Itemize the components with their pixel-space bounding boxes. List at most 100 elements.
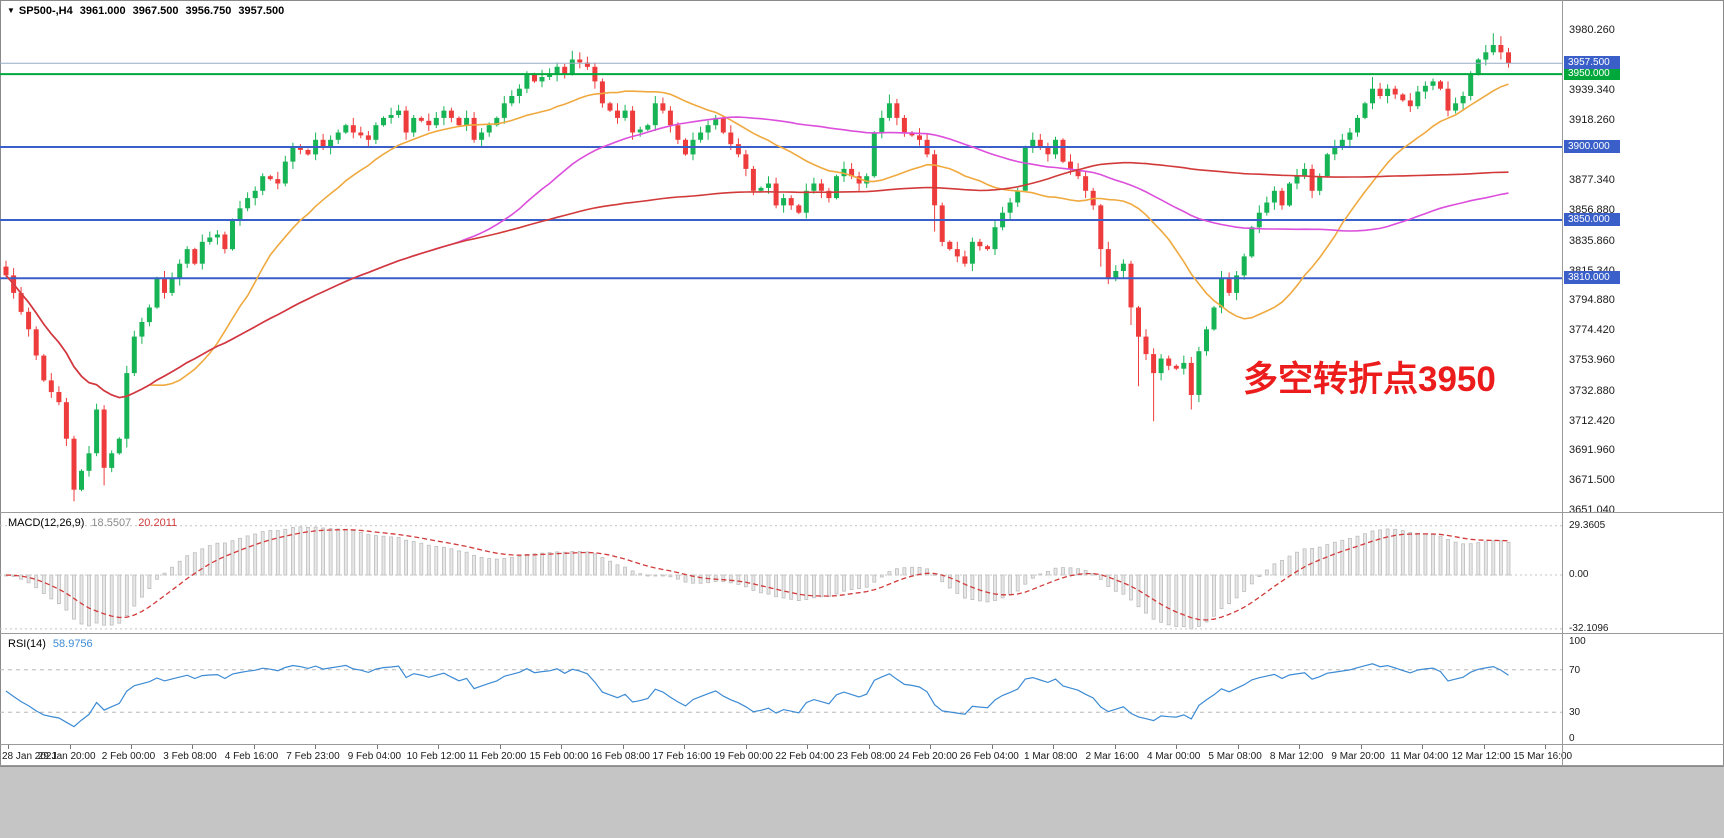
- time-axis-label: 10 Feb 12:00: [406, 751, 466, 762]
- time-axis-label: 4 Feb 16:00: [224, 751, 279, 762]
- time-axis-tick: [438, 745, 440, 749]
- panel-separator[interactable]: [0, 633, 1724, 634]
- time-axis-tick: [499, 745, 501, 749]
- price-level-badge: 3950.000: [1564, 67, 1620, 81]
- time-axis-label: 23 Feb 08:00: [836, 751, 896, 762]
- time-axis-label: 12 Mar 12:00: [1451, 751, 1511, 762]
- price-axis-label: 3835.860: [1569, 234, 1615, 247]
- time-axis-tick: [1053, 745, 1055, 749]
- price-axis-label: 3671.500: [1569, 474, 1615, 487]
- time-axis-tick: [991, 745, 993, 749]
- rsi-axis-label: 0: [1569, 733, 1575, 744]
- macd-histogram-layer: [4, 526, 1511, 630]
- time-axis-label: 1 Mar 08:00: [1024, 751, 1078, 762]
- time-axis-tick: [69, 745, 71, 749]
- time-axis-label: 9 Mar 20:00: [1331, 751, 1385, 762]
- rsi-levels-layer: [0, 669, 1562, 713]
- price-chart-canvas[interactable]: [0, 0, 1724, 513]
- time-axis-tick: [1299, 745, 1301, 749]
- time-axis-label: 2 Mar 16:00: [1085, 751, 1139, 762]
- macd-main-value: 18.5507: [91, 517, 132, 529]
- time-axis-tick: [868, 745, 870, 749]
- time-axis-tick: [684, 745, 686, 749]
- price-axis-label: 3794.880: [1569, 294, 1615, 307]
- macd-indicator-header: MACD(12,26,9) 18.5507 20.2011: [8, 517, 177, 529]
- price-axis-label: 3712.420: [1569, 414, 1615, 427]
- price-level-badge: 3900.000: [1564, 140, 1620, 153]
- current-price-badge: 3957.500: [1564, 56, 1620, 70]
- macd-axis-label: 29.3605: [1569, 519, 1606, 531]
- time-axis-tick: [930, 745, 932, 749]
- bottom-strip: [0, 766, 1724, 838]
- time-axis-label: 15 Feb 00:00: [529, 751, 589, 762]
- time-axis-tick: [1176, 745, 1178, 749]
- time-axis-label: 26 Feb 04:00: [959, 751, 1019, 762]
- time-axis-label: 24 Feb 20:00: [898, 751, 958, 762]
- macd-axis-label: 0.00: [1569, 569, 1589, 580]
- rsi-panel-canvas[interactable]: [0, 634, 1724, 744]
- time-axis-tick: [253, 745, 255, 749]
- ohlc-open: 3961.000: [79, 5, 126, 17]
- price-axis-label: 3774.420: [1569, 324, 1615, 337]
- price-axis-label: 3980.260: [1569, 24, 1615, 36]
- symbol-info: ▼ SP500-,H4 3961.000 3967.500 3956.750 3957.5…: [7, 5, 291, 17]
- price-axis-label: 3856.880: [1569, 203, 1615, 216]
- ohlc-low: 3956.750: [185, 5, 232, 17]
- price-axis-label: 3651.040: [1569, 504, 1615, 517]
- price-axis-label: 3918.260: [1569, 114, 1615, 127]
- macd-panel-canvas[interactable]: [0, 513, 1724, 633]
- price-axis-border: [1562, 0, 1563, 766]
- time-axis-tick: [8, 745, 9, 749]
- macd-axis-label: -32.1096: [1569, 622, 1609, 634]
- time-axis-label: 3 Feb 08:00: [163, 751, 217, 762]
- symbol-timeframe: SP500-,H4: [18, 5, 73, 17]
- price-axis-label: 3732.880: [1569, 384, 1615, 397]
- time-axis-tick: [315, 745, 317, 749]
- time-axis-tick: [1237, 745, 1239, 749]
- time-axis-tick: [561, 745, 563, 749]
- time-axis-label: 19 Feb 00:00: [714, 751, 773, 762]
- macd-signal-line: [5, 529, 1509, 621]
- time-axis-tick: [622, 745, 624, 749]
- macd-signal-value: 20.2011: [138, 517, 178, 529]
- rsi-value: 58.9756: [52, 638, 93, 650]
- price-axis-label: 3753.960: [1569, 354, 1615, 366]
- rsi-indicator-header: RSI(14) 58.9756: [8, 638, 93, 650]
- panel-separator[interactable]: [0, 744, 1724, 745]
- macd-indicator-label: MACD(12,26,9): [8, 517, 85, 529]
- time-axis-tick: [1545, 745, 1546, 749]
- price-axis[interactable]: 3980.260 3939.340 3918.260 3877.340 3856.880…: [1563, 0, 1724, 766]
- ma-slow-line: [5, 161, 1509, 399]
- price-axis-label: 3877.340: [1569, 174, 1615, 187]
- macd-grid-layer: [0, 525, 1562, 630]
- panel-separator[interactable]: [0, 512, 1724, 513]
- rsi-axis-label: 70: [1569, 664, 1581, 676]
- symbol-dropdown-icon[interactable]: ▼: [7, 6, 15, 15]
- price-level-badge: 3810.000: [1564, 271, 1620, 285]
- candles-layer: [3, 33, 1511, 502]
- time-axis-label: 9 Feb 04:00: [347, 751, 402, 762]
- time-axis-label: 22 Feb 04:00: [775, 751, 835, 762]
- time-axis-tick: [192, 745, 194, 749]
- price-axis-label: 3939.340: [1569, 83, 1615, 96]
- time-axis-label: 2 Feb 00:00: [101, 751, 156, 762]
- time-axis-tick: [1483, 745, 1485, 749]
- time-axis-tick: [131, 745, 132, 749]
- time-axis-tick: [1422, 745, 1423, 749]
- time-axis-label: 17 Feb 16:00: [652, 751, 712, 762]
- ohlc-high: 3967.500: [132, 5, 179, 17]
- panel-separator: [0, 765, 1724, 766]
- ohlc-close: 3957.500: [238, 5, 285, 17]
- time-axis-label: 11 Mar 04:00: [1390, 751, 1449, 762]
- time-axis[interactable]: 28 Jan 2021 29 Jan 20:00 2 Feb 00:00 3 Feb …: [0, 745, 1724, 766]
- price-axis-label: 3691.960: [1569, 444, 1615, 457]
- time-axis-tick: [1114, 745, 1116, 749]
- rsi-indicator-label: RSI(14): [8, 638, 46, 650]
- time-axis-tick: [745, 745, 747, 749]
- time-axis-label: 28 Jan 2021: [2, 751, 58, 762]
- chart-annotation[interactable]: 多空转折点3950: [1243, 360, 1496, 399]
- time-axis-label: 8 Mar 12:00: [1269, 751, 1324, 762]
- time-axis-tick: [376, 745, 378, 749]
- time-axis-label: 7 Feb 23:00: [286, 751, 340, 762]
